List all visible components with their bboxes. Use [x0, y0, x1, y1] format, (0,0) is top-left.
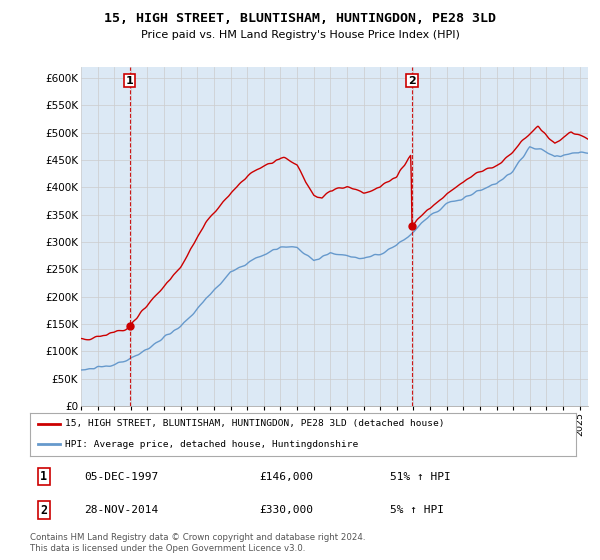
Text: £330,000: £330,000: [259, 505, 313, 515]
Text: 28-NOV-2014: 28-NOV-2014: [85, 505, 159, 515]
Text: 2: 2: [40, 503, 47, 517]
Text: Price paid vs. HM Land Registry's House Price Index (HPI): Price paid vs. HM Land Registry's House …: [140, 30, 460, 40]
Text: 1: 1: [125, 76, 133, 86]
Text: 5% ↑ HPI: 5% ↑ HPI: [391, 505, 445, 515]
Text: 2: 2: [408, 76, 416, 86]
Text: 15, HIGH STREET, BLUNTISHAM, HUNTINGDON, PE28 3LD: 15, HIGH STREET, BLUNTISHAM, HUNTINGDON,…: [104, 12, 496, 25]
Text: Contains HM Land Registry data © Crown copyright and database right 2024.
This d: Contains HM Land Registry data © Crown c…: [30, 533, 365, 553]
Text: £146,000: £146,000: [259, 472, 313, 482]
Text: 1: 1: [40, 470, 47, 483]
Text: HPI: Average price, detached house, Huntingdonshire: HPI: Average price, detached house, Hunt…: [65, 440, 359, 449]
Text: 05-DEC-1997: 05-DEC-1997: [85, 472, 159, 482]
Text: 51% ↑ HPI: 51% ↑ HPI: [391, 472, 451, 482]
Text: 15, HIGH STREET, BLUNTISHAM, HUNTINGDON, PE28 3LD (detached house): 15, HIGH STREET, BLUNTISHAM, HUNTINGDON,…: [65, 419, 445, 428]
